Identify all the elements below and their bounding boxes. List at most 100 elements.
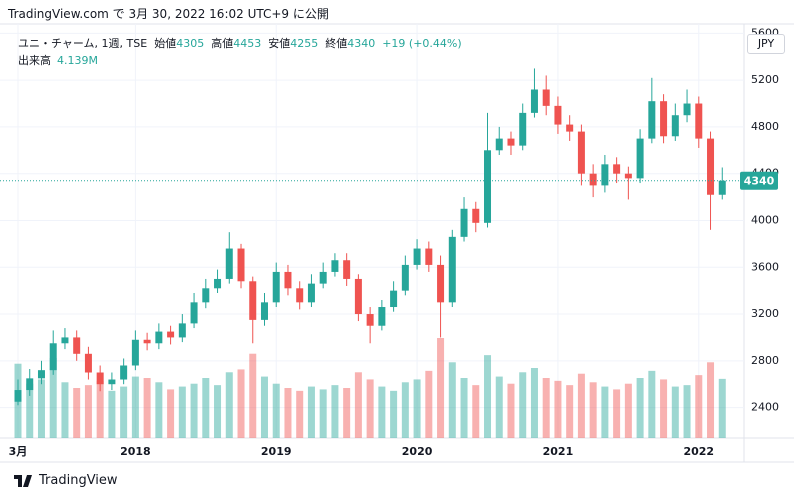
candle-body [413,248,421,265]
candle-body [319,271,327,284]
logo-text: TradingView [39,473,118,488]
caption: TradingView.com で 3月 30, 2022 16:02 UTC+… [8,7,329,21]
volume-bar [378,386,386,438]
volume-bar [296,390,304,438]
candle-body [84,353,92,373]
candle-body [272,271,280,303]
high-label: 高値 [211,37,234,50]
volume-bar [530,368,538,438]
volume-bar [354,372,362,438]
volume-bar [284,388,292,438]
candle-body [484,150,492,223]
volume-bar [61,382,69,438]
volume-bar [484,355,492,438]
candle-body [695,103,703,139]
x-tick-label: 2021 [543,445,574,458]
candle-body [26,378,34,391]
volume-bar [577,373,585,438]
candle-body [37,370,45,379]
volume-bar [190,383,198,438]
currency-button[interactable]: JPY [747,34,785,54]
candle-body [624,173,632,179]
volume-bar [143,378,151,438]
candle-body [507,138,515,146]
volume-bar [660,379,668,438]
volume-bar [507,383,515,438]
y-tick-label: 3200 [751,307,779,320]
volume-bar [636,378,644,438]
candle-body [249,281,257,320]
high-value: 4453 [233,37,262,50]
candle-body [61,337,69,344]
volume-bar [131,376,139,438]
volume-bar [120,386,128,438]
candle-body [648,101,656,139]
candle-body [49,343,57,371]
candle-body [671,115,679,137]
candle-body [460,208,468,237]
candle-body [448,236,456,303]
y-tick-label: 4000 [751,213,779,226]
volume-bar [225,372,233,438]
volume-bar [260,376,268,438]
close-value: 4340 [347,37,376,50]
volume-legend: 出来高 4.139M [18,52,98,68]
volume-bar [566,385,574,438]
y-tick-label: 5200 [751,73,779,86]
candle-body [589,173,597,186]
volume-bar [472,385,480,438]
candle-body [472,208,480,223]
volume-bar [401,382,409,438]
volume-bar [554,380,562,438]
volume-bar [272,383,280,438]
volume-bar [519,372,527,438]
candle-body [601,164,609,186]
volume-bar [214,385,222,438]
last-price-label: 4340 [744,175,775,188]
volume-bar [167,389,175,438]
candle-body [718,180,726,195]
volume-bar [613,389,621,438]
y-tick-label: 2800 [751,354,779,367]
volume-bar [495,376,503,438]
candle-body [519,112,527,146]
volume-bar [448,362,456,438]
volume-label: 出来高 [18,54,51,67]
candle-body [14,390,22,402]
volume-bar [331,385,339,438]
candle-body [401,264,409,291]
volume-bar [84,385,92,438]
x-tick-label: 2022 [683,445,714,458]
low-value: 4255 [290,37,319,50]
candle-body [284,271,292,289]
candle-body [178,323,186,338]
last-price-box [740,171,778,190]
volume-bar [366,379,374,438]
candle-body [143,339,151,344]
volume-bar [96,380,104,438]
volume-bar [343,388,351,438]
candle-body [190,302,198,324]
volume-bar [202,378,210,438]
symbol: ユニ・チャーム, 1週, TSE [18,37,148,50]
candle-body [437,264,445,303]
candle-body [542,89,550,106]
volume-bar [648,370,656,438]
candle-body [390,290,398,308]
volume-bar [718,378,726,438]
volume-bar [37,379,45,438]
volume-bar [695,375,703,438]
volume-bar [390,390,398,438]
candle-body [307,283,315,303]
candle-body [577,131,585,174]
candle-body [683,103,691,116]
volume-value: 4.139M [57,54,98,67]
volume-bar [237,369,245,438]
x-tick-label: 3月 [9,445,28,458]
candle-body [237,248,245,282]
candle-body [343,260,351,279]
candle-body [707,138,715,195]
candle-body [296,288,304,303]
candle-body [660,101,668,137]
